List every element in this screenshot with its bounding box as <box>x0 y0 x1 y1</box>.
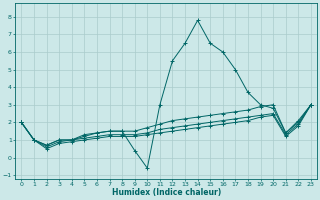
X-axis label: Humidex (Indice chaleur): Humidex (Indice chaleur) <box>112 188 221 197</box>
